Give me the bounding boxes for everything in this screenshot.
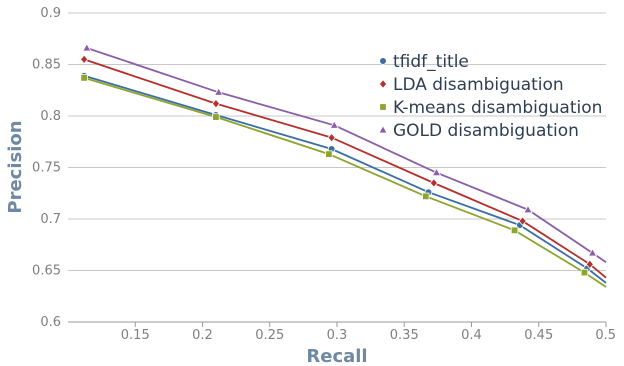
y-tick-label: 0.65 (32, 264, 61, 279)
x-tick-label: 0.4 (461, 328, 482, 343)
data-point (431, 167, 442, 177)
x-tick-label: 0.15 (121, 328, 150, 343)
data-point (212, 113, 220, 121)
series-points (80, 42, 598, 277)
legend: tfidf_title LDA disambiguation K-means dis… (378, 52, 602, 141)
x-tick-label: 0.35 (390, 328, 419, 343)
data-point (429, 178, 438, 188)
y-tick-label: 0.6 (40, 315, 61, 330)
data-point (580, 268, 589, 277)
x-tick-label: 0.45 (524, 328, 553, 343)
x-tick-label: 0.2 (192, 328, 213, 343)
x-axis-ticks: 0.15 0.2 0.25 0.3 0.35 0.4 0.45 0.5 (68, 321, 616, 343)
data-point (213, 87, 224, 96)
y-axis-ticks: 0.6 0.65 0.7 0.75 0.8 0.85 0.9 (32, 6, 61, 330)
legend-marker (378, 124, 388, 134)
y-axis-title: Precision (5, 120, 26, 213)
data-point (325, 150, 333, 158)
data-point (329, 120, 339, 129)
data-point (327, 132, 336, 143)
data-point (518, 216, 527, 226)
x-axis-title: Recall (306, 346, 367, 366)
data-point (585, 259, 594, 270)
legend-label: LDA disambiguation (393, 75, 564, 95)
data-point (211, 98, 221, 109)
y-tick-label: 0.8 (40, 109, 61, 124)
data-point (587, 247, 598, 257)
x-tick-label: 0.3 (327, 328, 348, 343)
legend-marker (379, 103, 387, 111)
legend-marker (379, 57, 387, 65)
y-tick-label: 0.9 (40, 6, 61, 21)
x-tick-label: 0.25 (255, 328, 284, 343)
legend-label: GOLD disambiguation (393, 121, 579, 141)
y-tick-label: 0.7 (40, 212, 61, 227)
data-point (82, 42, 92, 52)
legend-marker (378, 79, 388, 89)
legend-label: tfidf_title (393, 52, 469, 72)
y-tick-label: 0.75 (32, 161, 61, 176)
grid-lines (68, 12, 606, 323)
x-tick-label: 0.5 (595, 328, 616, 343)
y-tick-label: 0.85 (32, 58, 61, 73)
data-point (80, 54, 89, 65)
data-point (422, 192, 430, 201)
data-point (80, 74, 88, 82)
data-point (523, 204, 533, 214)
data-point (510, 226, 519, 235)
legend-label: K-means disambiguation (393, 98, 602, 118)
